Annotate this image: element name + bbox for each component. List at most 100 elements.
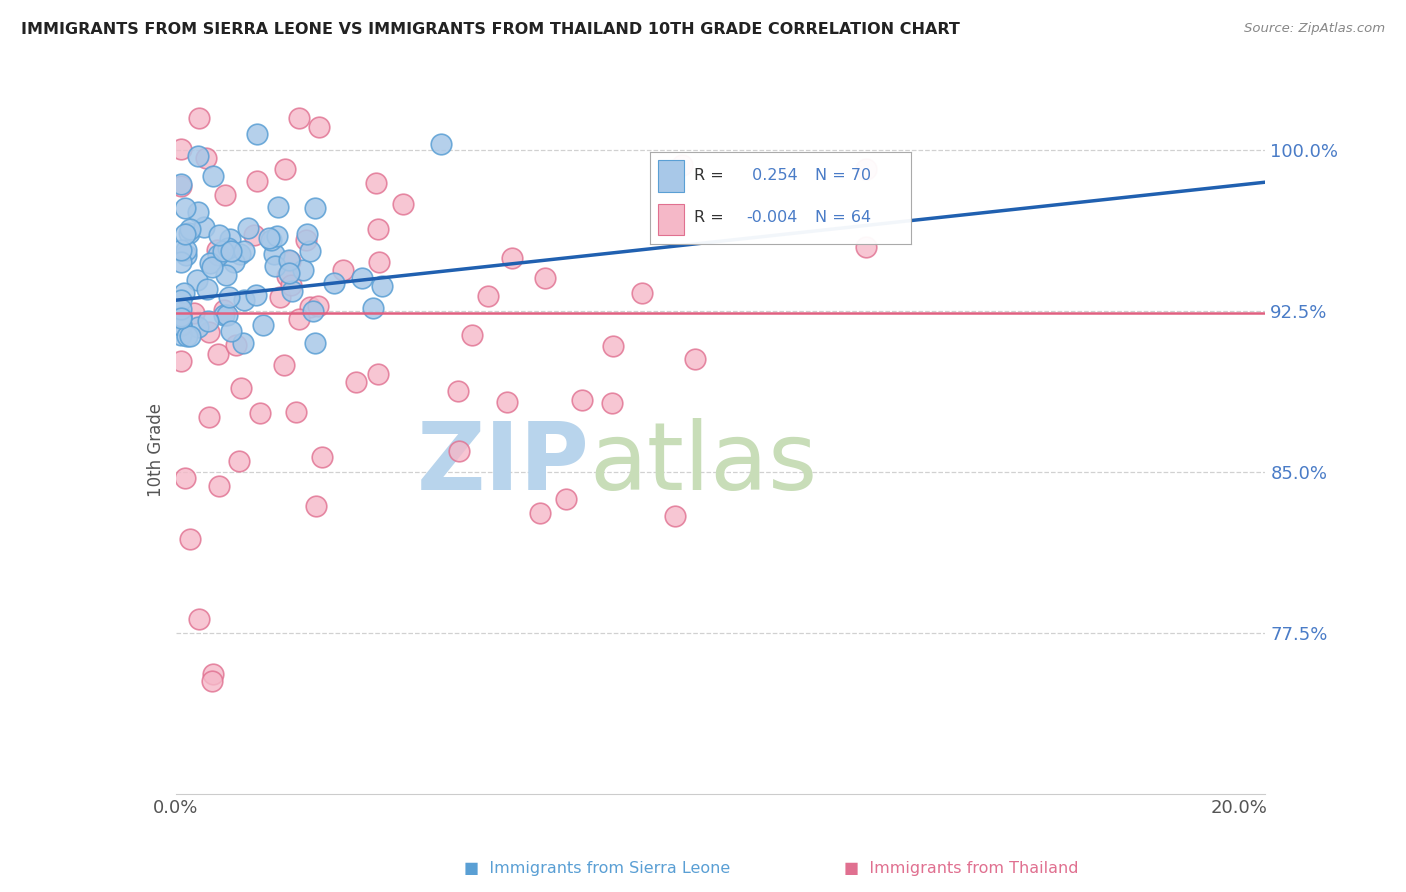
Point [170,142,193,156]
Point [173,202,195,216]
Point [294,233,316,247]
Point [252,318,274,333]
Point [170,354,193,368]
Point [304,336,326,351]
Point [212,302,235,317]
Point [246,174,269,188]
Point [260,233,283,247]
Point [855,161,877,176]
Point [231,381,253,395]
Point [179,222,201,236]
Point [208,479,231,493]
Point [295,227,318,241]
Point [571,392,593,407]
Point [236,221,259,235]
Point [228,454,250,468]
Point [215,308,238,322]
Point [361,301,384,316]
Point [664,508,686,523]
Point [207,247,229,261]
Point [201,673,224,688]
Point [201,666,224,681]
Point [187,205,209,219]
Point [344,375,367,389]
Point [233,244,256,258]
Point [367,367,389,381]
Point [285,405,308,419]
Point [298,300,321,314]
Point [332,263,354,277]
Point [205,243,228,257]
FancyBboxPatch shape [658,160,683,192]
Point [391,197,413,211]
Point [200,255,222,269]
Point [201,260,224,274]
Point [197,314,219,328]
Point [298,244,321,259]
Point [174,227,197,241]
Point [170,327,193,342]
Point [214,187,236,202]
Point [207,347,229,361]
Point [281,284,304,298]
Text: ZIP: ZIP [418,418,591,510]
Point [187,148,209,162]
Text: 0.254: 0.254 [747,168,797,183]
Point [208,227,231,242]
Point [219,231,242,245]
Point [264,259,287,273]
Point [174,244,197,258]
Point [198,326,221,340]
Point [273,358,295,372]
Text: R =: R = [695,211,730,226]
Point [170,309,193,323]
Point [671,158,693,172]
Point [302,304,325,318]
Point [170,318,193,333]
Point [232,293,254,308]
Point [449,443,471,458]
Text: IMMIGRANTS FROM SIERRA LEONE VS IMMIGRANTS FROM THAILAND 10TH GRADE CORRELATION : IMMIGRANTS FROM SIERRA LEONE VS IMMIGRAN… [21,22,960,37]
Point [202,169,225,183]
Point [311,450,333,465]
Point [266,229,288,244]
Point [501,251,523,265]
Point [170,310,193,325]
Point [219,324,242,338]
Point [179,532,201,546]
Point [430,137,453,152]
Point [276,269,298,284]
Point [288,111,311,125]
Point [274,162,297,177]
Point [197,410,219,425]
Text: ■  Immigrants from Thailand: ■ Immigrants from Thailand [844,861,1078,876]
Point [183,306,205,320]
Point [461,328,484,343]
Text: -0.004: -0.004 [747,211,797,226]
Point [371,278,394,293]
Point [292,262,315,277]
Y-axis label: 10th Grade: 10th Grade [146,403,165,498]
Point [170,178,193,193]
Point [304,202,326,216]
Point [350,271,373,285]
Point [307,299,329,313]
Point [194,151,217,165]
Point [174,248,197,262]
Point [245,288,267,302]
Point [186,273,208,287]
Point [288,312,311,326]
Point [170,302,193,317]
Point [195,282,218,296]
Point [496,395,519,409]
Point [217,241,239,255]
Point [170,293,193,308]
Point [212,308,235,322]
Text: N = 64: N = 64 [814,211,870,226]
FancyBboxPatch shape [658,203,683,235]
Point [855,240,877,254]
Text: atlas: atlas [591,418,818,510]
Point [277,266,299,280]
Text: ■  Immigrants from Sierra Leone: ■ Immigrants from Sierra Leone [464,861,730,876]
Point [364,177,387,191]
